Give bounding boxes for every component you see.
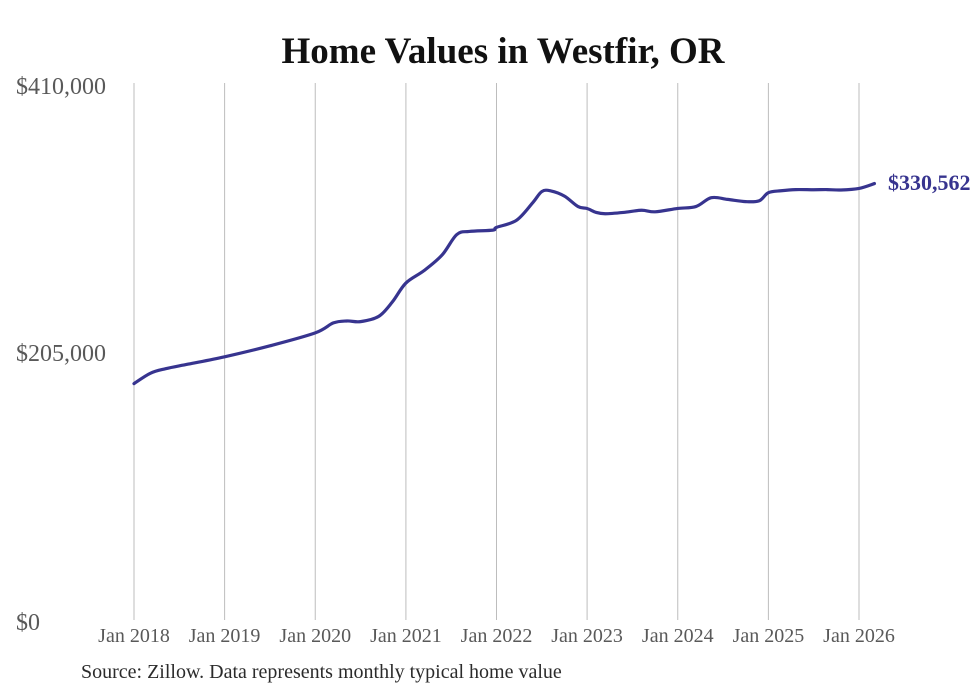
svg-text:Jan 2023: Jan 2023 bbox=[551, 625, 623, 647]
svg-text:Jan 2025: Jan 2025 bbox=[733, 625, 805, 647]
svg-text:$0: $0 bbox=[16, 610, 40, 636]
svg-text:Jan 2020: Jan 2020 bbox=[279, 625, 351, 647]
svg-text:$330,562: $330,562 bbox=[888, 170, 971, 195]
svg-text:Jan 2022: Jan 2022 bbox=[461, 625, 533, 647]
svg-text:Jan 2019: Jan 2019 bbox=[189, 625, 261, 647]
svg-text:$410,000: $410,000 bbox=[16, 74, 106, 100]
svg-text:Jan 2021: Jan 2021 bbox=[370, 625, 442, 647]
svg-text:$205,000: $205,000 bbox=[16, 341, 106, 367]
svg-text:Jan 2026: Jan 2026 bbox=[823, 625, 895, 647]
svg-text:Jan 2024: Jan 2024 bbox=[642, 625, 714, 647]
svg-text:Jan 2018: Jan 2018 bbox=[98, 625, 170, 647]
